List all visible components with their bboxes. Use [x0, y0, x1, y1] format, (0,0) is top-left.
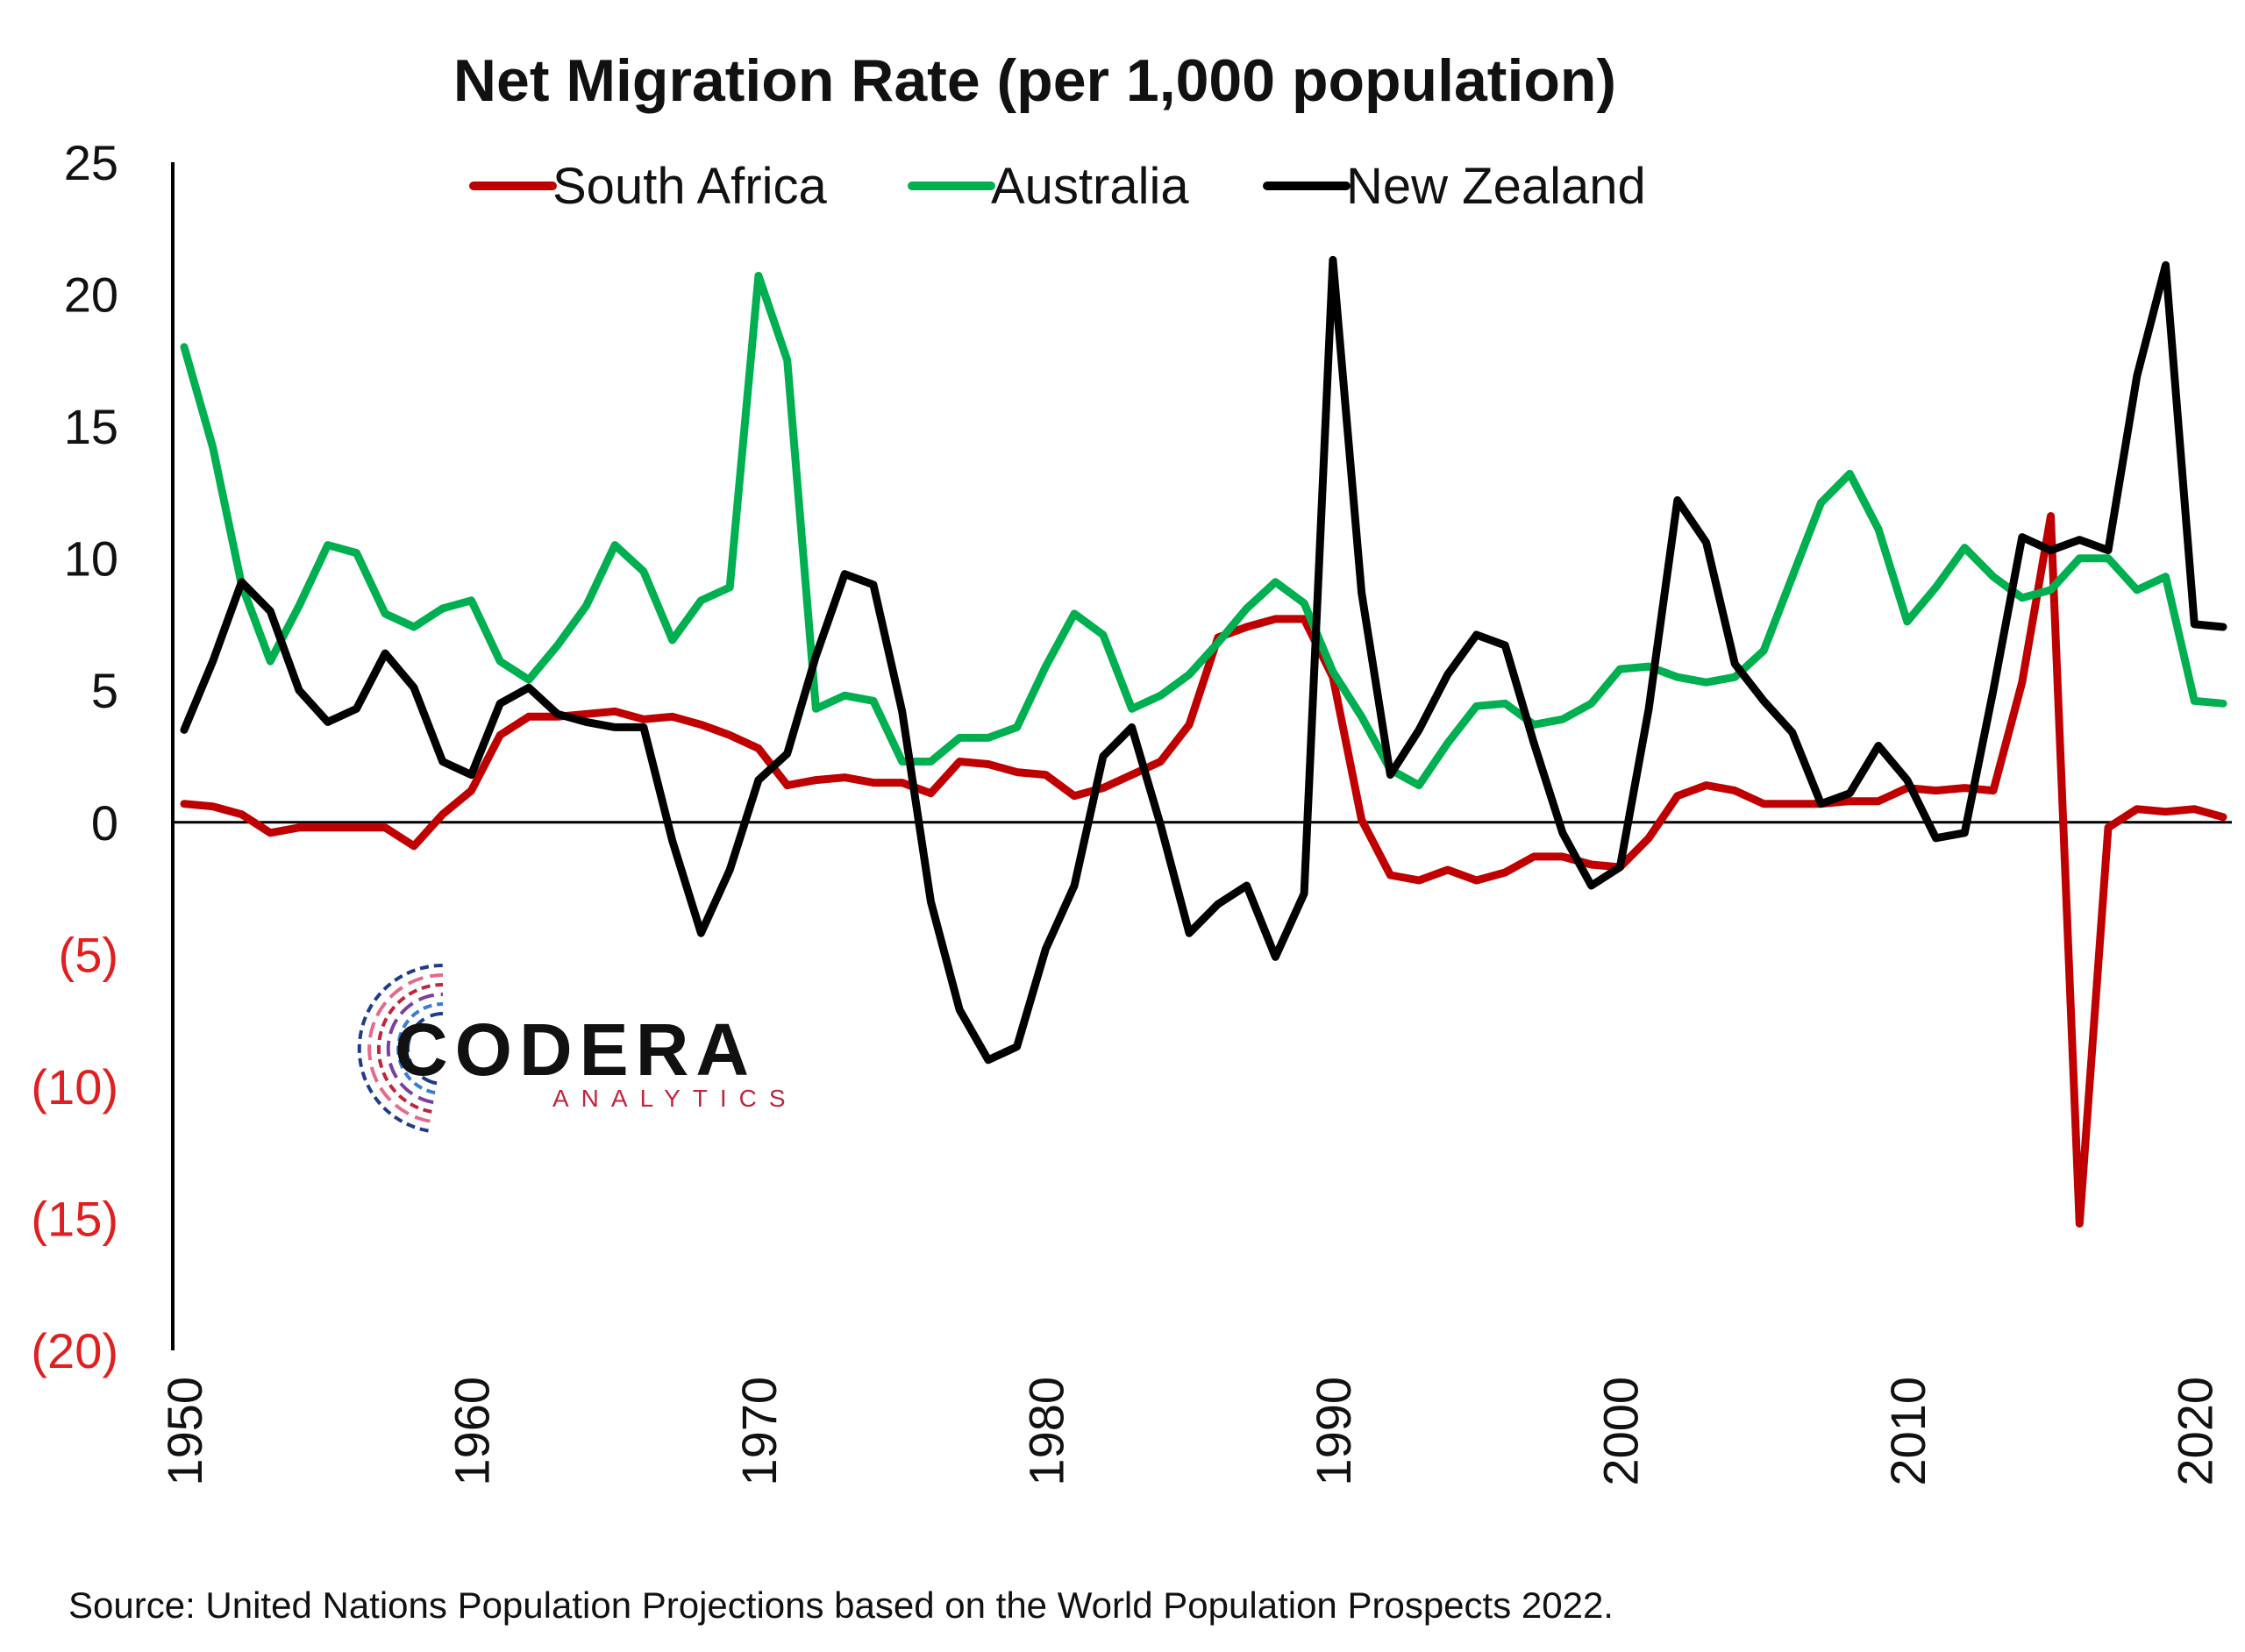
chart-title: Net Migration Rate (per 1,000 population… [453, 47, 1616, 114]
source-note: Source: United Nations Population Projec… [68, 1584, 1614, 1626]
x-axis-tick-labels: 1950 1960 1970 1980 1990 2000 2010 2020 [157, 1377, 2222, 1486]
logo-arc [396, 1002, 444, 1095]
logo-arc [367, 973, 444, 1123]
y-axis-tick-labels: 25 20 15 10 5 0 (5) (10) (15) (20) [31, 135, 118, 1378]
legend-label: New Zealand [1346, 158, 1646, 215]
logo-arc [386, 992, 444, 1105]
codera-analytics-logo: CODERA ANALYTICS [357, 963, 798, 1133]
x-tick-label: 2010 [1880, 1377, 1935, 1486]
x-tick-label: 1990 [1306, 1377, 1361, 1486]
series-line-australia [180, 272, 2227, 790]
logo-subtitle: ANALYTICS [552, 1085, 798, 1112]
x-tick-label: 2000 [1593, 1377, 1648, 1486]
x-tick-label: 1980 [1018, 1377, 1073, 1486]
logo-arc [406, 1012, 444, 1086]
x-tick-label: 1950 [157, 1377, 212, 1486]
logo-arc [357, 963, 444, 1133]
logo-arc [376, 983, 444, 1114]
y-tick-label: (15) [31, 1191, 118, 1246]
x-tick-label: 1970 [731, 1377, 787, 1486]
series-lines [180, 255, 2227, 1228]
y-tick-label: 10 [64, 531, 118, 587]
y-tick-label: 25 [64, 135, 118, 190]
y-tick-label: 20 [64, 267, 118, 323]
legend-label: Australia [991, 158, 1189, 215]
series-line-new-zealand [180, 255, 2227, 1065]
series-line-south-africa [180, 512, 2227, 1228]
y-tick-label: (20) [31, 1323, 118, 1378]
logo-wordmark: CODERA [395, 1008, 756, 1091]
y-tick-label: 0 [91, 795, 118, 851]
y-tick-label: 5 [91, 663, 118, 718]
x-tick-label: 2020 [2167, 1377, 2222, 1486]
y-tick-label: (5) [59, 927, 118, 982]
logo-mark-icon [357, 963, 444, 1133]
y-tick-label: 15 [64, 399, 118, 454]
x-tick-label: 1960 [444, 1377, 499, 1486]
chart-legend: South Africa Australia New Zealand [469, 158, 1646, 215]
y-tick-label: (10) [31, 1059, 118, 1114]
legend-label: South Africa [552, 158, 827, 215]
